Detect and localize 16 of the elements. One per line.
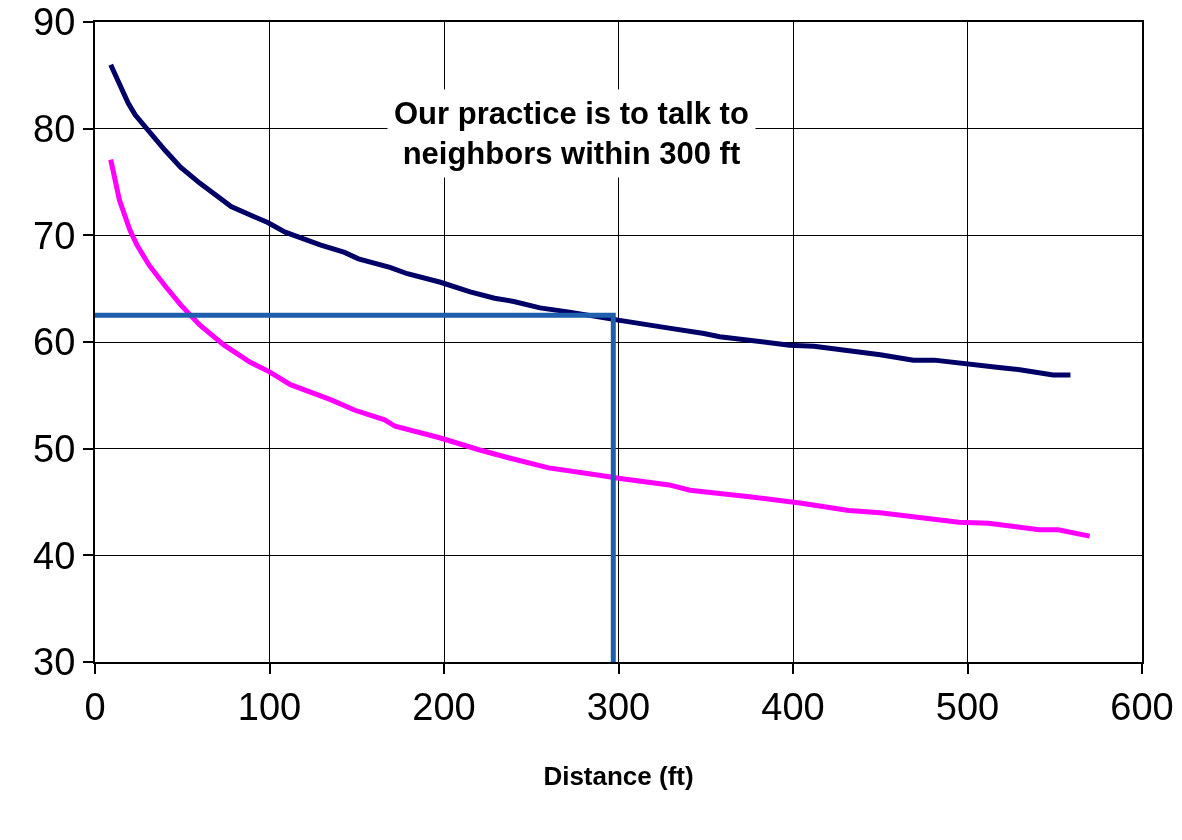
x-tick-label: 600 (1110, 685, 1174, 728)
x-tick-label: 200 (412, 685, 476, 728)
x-tick-label: 500 (935, 685, 1000, 728)
y-tick-label: 70 (33, 214, 76, 257)
annotation: Our practice is to talk to neighbors within 300 ft (394, 96, 749, 172)
x-tick-label: 0 (84, 685, 106, 728)
x-tick-label: 100 (237, 685, 302, 728)
x-tick-label: 400 (761, 685, 825, 728)
x-axis-title: Distance (ft) (543, 760, 694, 791)
y-tick-label: 80 (33, 107, 76, 150)
y-tick-label: 50 (33, 427, 76, 470)
x-tick-label: 300 (586, 685, 651, 728)
y-tick-label: 30 (33, 641, 76, 684)
y-tick-label: 90 (33, 1, 76, 44)
y-tick-label: 60 (33, 321, 76, 364)
y-tick-label: 40 (33, 534, 76, 577)
